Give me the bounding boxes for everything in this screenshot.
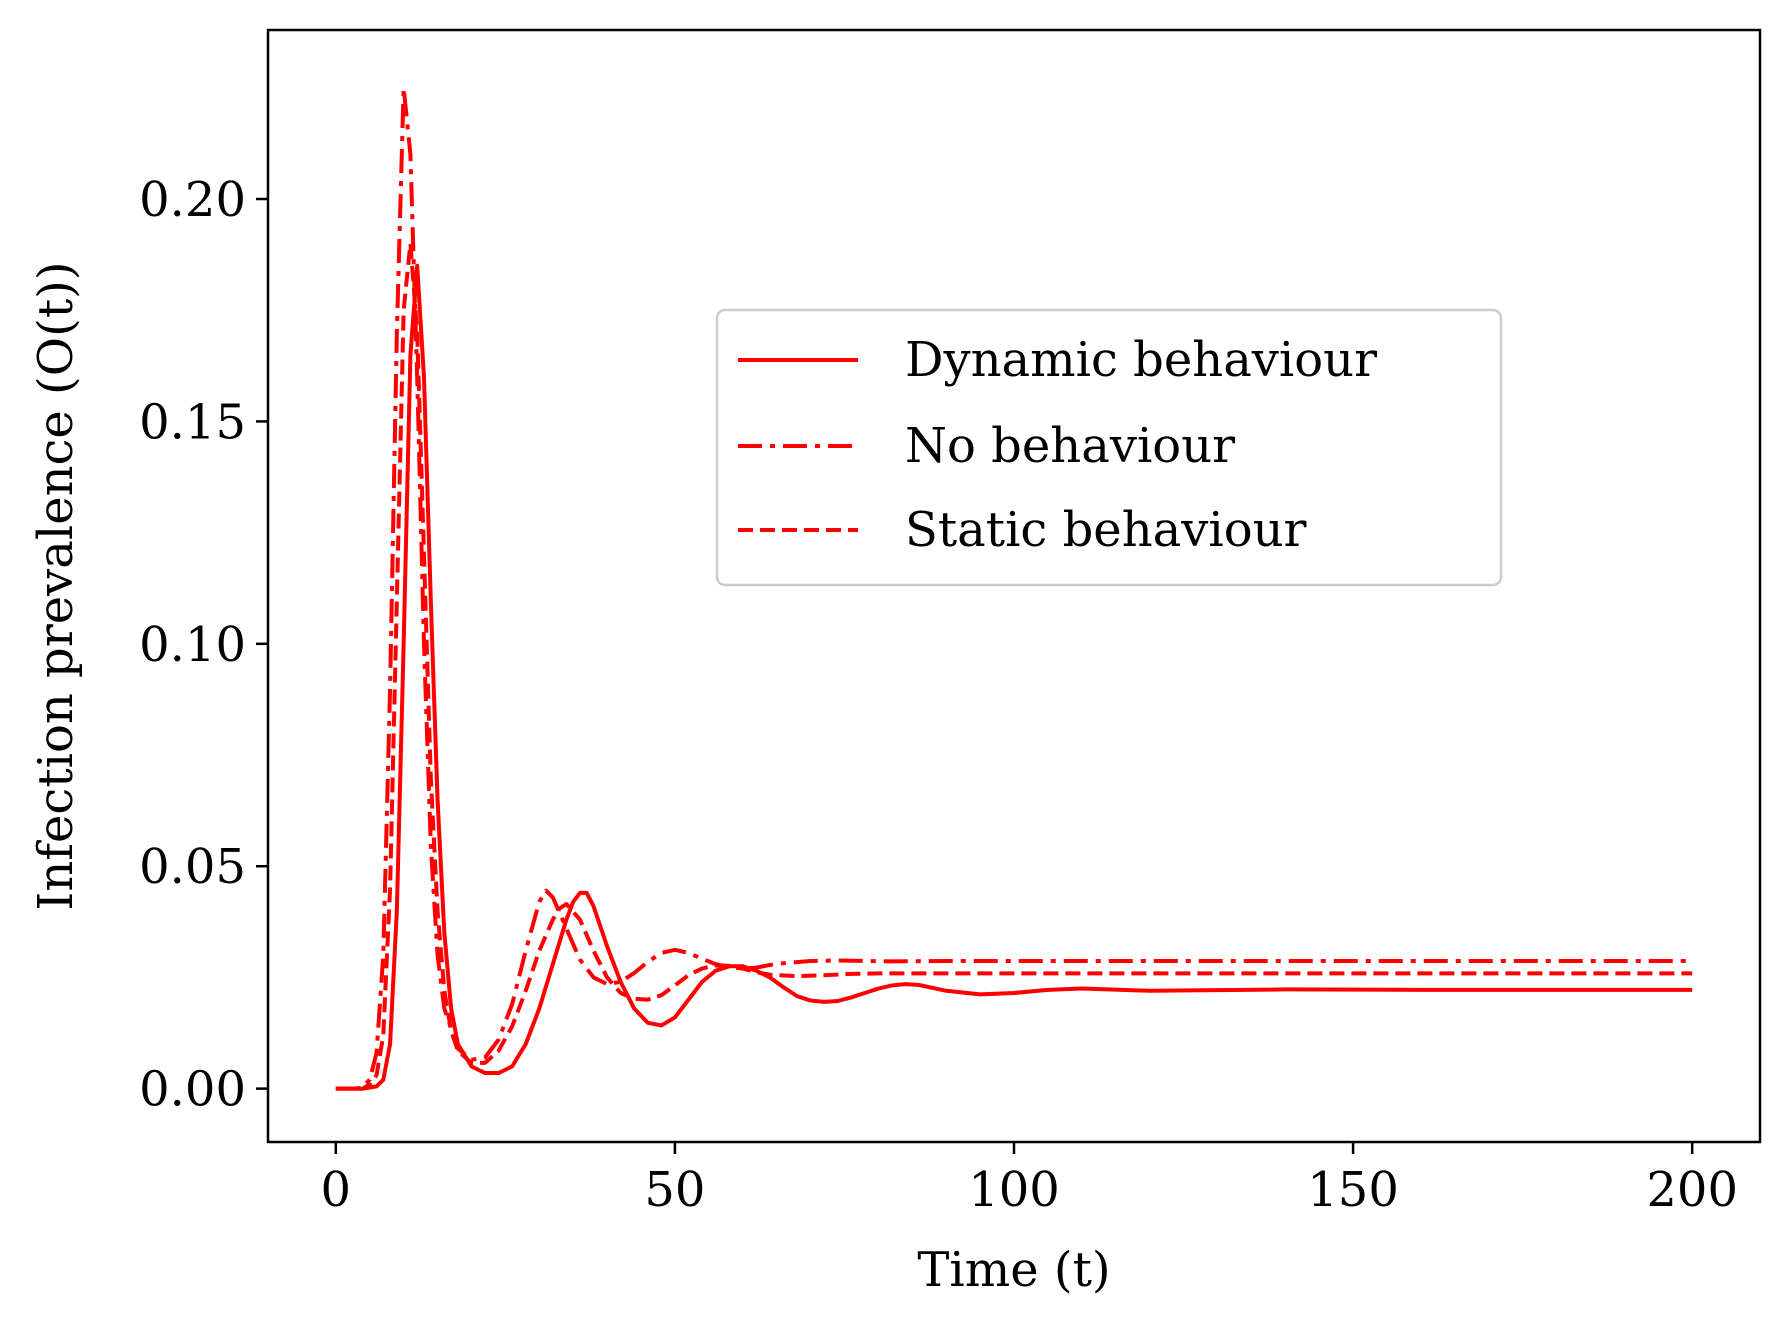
x-tick-label: 50	[644, 1162, 705, 1218]
legend-label-static: Static behaviour	[905, 502, 1307, 558]
y-tick-label: 0.05	[139, 839, 246, 895]
x-tick-label: 150	[1307, 1162, 1399, 1218]
legend: Dynamic behaviour No behaviour Static be…	[715, 308, 1503, 587]
series-line-no-behaviour	[335, 85, 1693, 1091]
series-line-static-behaviour	[335, 241, 1693, 1091]
y-tick-label: 0.15	[139, 394, 246, 450]
y-tick-label: 0.00	[139, 1062, 246, 1118]
y-axis-title: Infection prevalence (O(t))	[28, 261, 84, 910]
x-tick-label: 100	[968, 1162, 1060, 1218]
x-axis-title: Time (t)	[917, 1242, 1110, 1298]
y-axis: 0.00 0.05 0.10 0.15 0.20	[139, 172, 268, 1118]
series-line-dynamic-behaviour	[335, 263, 1693, 1091]
y-tick-label: 0.10	[139, 617, 246, 673]
y-tick-label: 0.20	[139, 172, 246, 228]
legend-label-dynamic: Dynamic behaviour	[905, 332, 1377, 388]
legend-box	[715, 308, 1503, 587]
x-tick-label: 0	[321, 1162, 352, 1218]
legend-label-none: No behaviour	[905, 418, 1235, 474]
x-axis: 0 50 100 150 200	[321, 1142, 1738, 1218]
x-tick-label: 200	[1646, 1162, 1738, 1218]
series-layer	[335, 85, 1693, 1091]
